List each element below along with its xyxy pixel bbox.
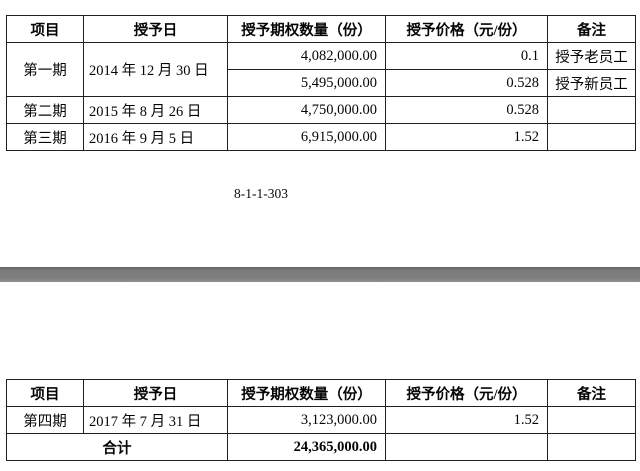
cell-grant-date: 2017 年 7 月 31 日: [83, 406, 228, 434]
cell-note: [547, 123, 636, 151]
table-row: 第四期 2017 年 7 月 31 日 3,123,000.00 1.52: [6, 406, 636, 434]
header-quantity: 授予期权数量（份）: [227, 379, 386, 407]
cell-grant-date: 2016 年 9 月 5 日: [83, 123, 228, 151]
cell-item: 第二期: [6, 96, 84, 124]
cell-quantity: 4,082,000.00: [227, 42, 386, 70]
page-number: 8-1-1-303: [234, 186, 288, 201]
cell-price: 0.528: [385, 96, 548, 124]
total-row: 合计 24,365,000.00: [6, 433, 636, 461]
table-row: 5,495,000.00 0.528 授予新员工: [7, 69, 636, 97]
cell-grant-date: 2014 年 12 月 30 日: [83, 42, 228, 97]
table-row: 第三期 2016 年 9 月 5 日 6,915,000.00 1.52: [6, 123, 636, 151]
grant-table-page2: 项目 授予日 授予期权数量（份） 授予价格（元/份） 备注 第四期 2017 年…: [6, 379, 636, 461]
header-item: 项目: [6, 15, 84, 43]
cell-note: 授予新员工: [547, 69, 636, 97]
header-item: 项目: [6, 379, 84, 407]
cell-total-label: 合计: [6, 433, 228, 461]
table-row: 第二期 2015 年 8 月 26 日 4,750,000.00 0.528: [6, 96, 636, 124]
cell-item: 第一期: [6, 42, 84, 97]
cell-price: 1.52: [385, 123, 548, 151]
header-row: 项目 授予日 授予期权数量（份） 授予价格（元/份） 备注: [6, 15, 636, 43]
header-grant-date: 授予日: [83, 379, 228, 407]
cell-price: 0.1: [385, 42, 548, 70]
header-grant-date: 授予日: [83, 15, 228, 43]
cell-price: 1.52: [385, 406, 548, 434]
cell-price: 0.528: [385, 69, 548, 97]
cell-note: [547, 96, 636, 124]
cell-quantity: 3,123,000.00: [227, 406, 386, 434]
table-row: 第一期 2014 年 12 月 30 日 4,082,000.00 0.1 授予…: [6, 42, 636, 97]
header-quantity: 授予期权数量（份）: [227, 15, 386, 43]
cell-item: 第四期: [6, 406, 84, 434]
cell-quantity: 6,915,000.00: [227, 123, 386, 151]
page-divider-bar: [0, 267, 640, 282]
cell-total-note: [547, 433, 636, 461]
header-row: 项目 授予日 授予期权数量（份） 授予价格（元/份） 备注: [6, 379, 636, 407]
cell-quantity: 5,495,000.00: [227, 69, 386, 97]
grant-table-page1: 项目 授予日 授予期权数量（份） 授予价格（元/份） 备注 第一期 2014 年…: [6, 15, 636, 151]
cell-total-quantity: 24,365,000.00: [227, 433, 386, 461]
header-note: 备注: [547, 379, 636, 407]
header-price: 授予价格（元/份）: [385, 379, 548, 407]
cell-note: 授予老员工: [547, 42, 636, 70]
cell-grant-date: 2015 年 8 月 26 日: [83, 96, 228, 124]
header-price: 授予价格（元/份）: [385, 15, 548, 43]
cell-item: 第三期: [6, 123, 84, 151]
cell-total-price: [385, 433, 548, 461]
cell-quantity: 4,750,000.00: [227, 96, 386, 124]
cell-note: [547, 406, 636, 434]
header-note: 备注: [547, 15, 636, 43]
